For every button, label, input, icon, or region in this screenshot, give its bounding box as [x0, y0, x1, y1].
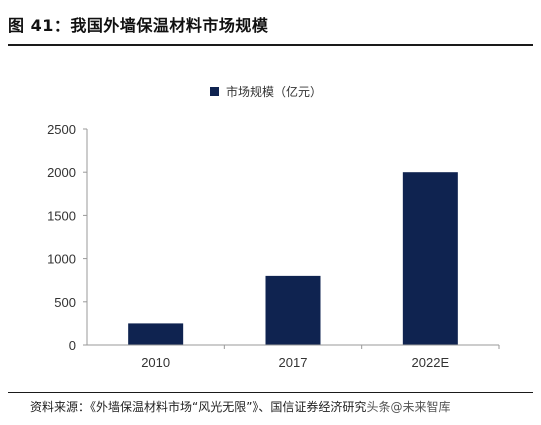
y-tick-label: 2500: [47, 122, 76, 137]
legend-swatch: [210, 87, 219, 96]
title-divider: [8, 44, 533, 46]
chart-legend: 市场规模（亿元）: [210, 84, 322, 99]
y-tick-label: 1000: [47, 252, 76, 267]
y-tick-label: 1500: [47, 208, 76, 223]
x-axis-ticks: 2010 2017 2022E: [141, 345, 500, 370]
figure-title: 图 41：我国外墙保温材料市场规模: [8, 16, 269, 35]
y-axis-ticks: 0 500 1000 1500 2000 2500: [47, 122, 87, 353]
watermark-text: 头条@未来智库: [366, 400, 451, 414]
x-tick-label: 2022E: [412, 355, 450, 370]
y-tick-label: 500: [54, 295, 76, 310]
y-tick-label: 0: [69, 338, 76, 353]
bar-2010: [128, 323, 184, 345]
source-divider: [8, 392, 533, 393]
bar-2017: [265, 275, 321, 345]
bar-2022E: [402, 172, 458, 345]
source-text: 资料来源：《外墙保温材料市场“风光无限”》、国信证券经济研究: [30, 400, 367, 414]
bar-series: [128, 172, 458, 345]
y-tick-label: 2000: [47, 165, 76, 180]
x-tick-label: 2010: [141, 355, 170, 370]
legend-label: 市场规模（亿元）: [226, 84, 322, 99]
source-note: 资料来源：《外墙保温材料市场“风光无限”》、国信证券经济研究头条@未来智库: [30, 398, 535, 415]
x-tick-label: 2017: [279, 355, 308, 370]
